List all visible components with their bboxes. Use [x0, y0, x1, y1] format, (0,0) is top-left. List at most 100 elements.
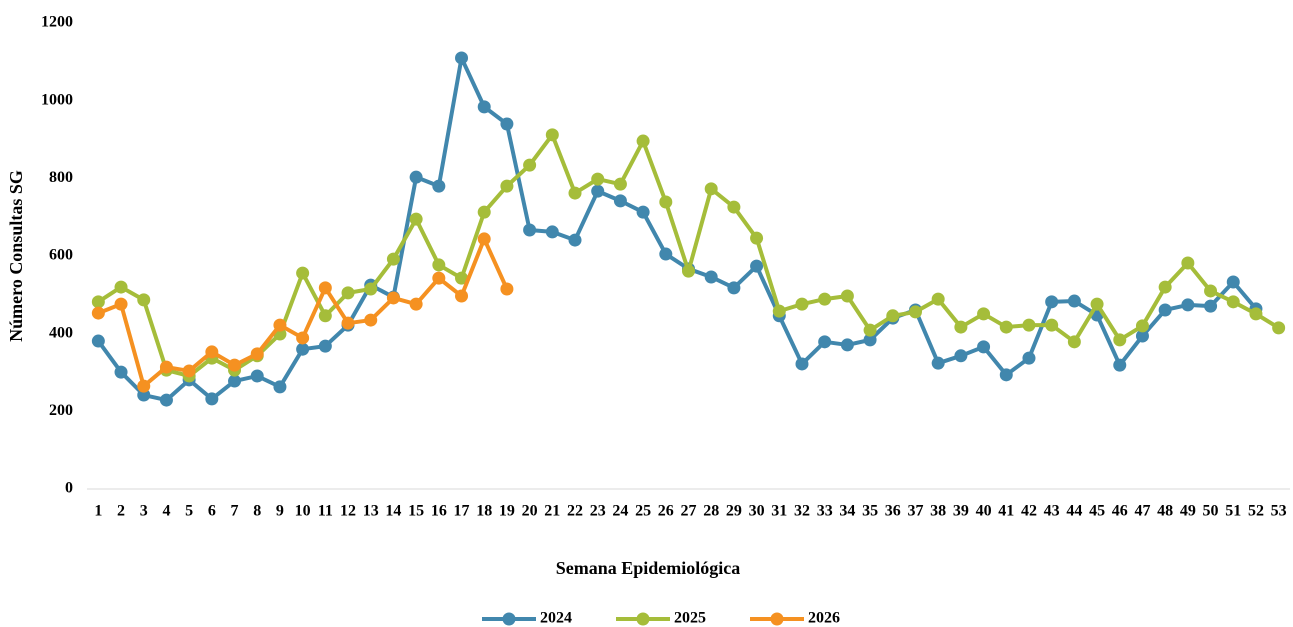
data-point — [114, 280, 128, 294]
y-tick-label: 1200 — [41, 14, 73, 31]
data-point — [659, 195, 673, 209]
data-point — [1045, 295, 1059, 309]
x-tick-label: 23 — [590, 503, 606, 520]
data-point — [704, 270, 718, 284]
x-tick-label: 2 — [117, 503, 125, 520]
x-tick-label: 7 — [231, 503, 239, 520]
data-point — [1158, 303, 1172, 317]
x-tick-label: 20 — [522, 503, 538, 520]
data-point — [1022, 351, 1036, 365]
data-point — [273, 380, 287, 394]
data-point — [477, 100, 491, 114]
y-tick-label: 1000 — [41, 91, 73, 108]
x-tick-label: 48 — [1157, 503, 1173, 520]
data-point — [455, 51, 469, 65]
legend-label: 2024 — [540, 610, 572, 627]
x-tick-label: 36 — [885, 503, 901, 520]
x-tick-label: 33 — [817, 503, 833, 520]
data-point — [114, 365, 128, 379]
x-tick-label: 30 — [749, 503, 765, 520]
data-point — [1022, 318, 1036, 332]
data-point — [636, 205, 650, 219]
data-point — [1272, 321, 1286, 335]
x-tick-label: 26 — [658, 503, 674, 520]
data-point — [455, 289, 469, 303]
data-point — [477, 232, 491, 246]
data-point — [659, 247, 673, 261]
series-line — [97, 236, 509, 389]
x-tick-label: 11 — [318, 503, 333, 520]
data-point — [636, 134, 650, 148]
y-tick-label: 200 — [49, 402, 73, 419]
data-point — [772, 304, 786, 318]
data-point — [545, 128, 559, 142]
data-point — [205, 392, 219, 406]
data-point — [568, 186, 582, 200]
x-tick-label: 10 — [295, 503, 311, 520]
data-point — [591, 172, 605, 186]
x-tick-label: 47 — [1134, 503, 1150, 520]
data-point — [182, 364, 196, 378]
data-point — [840, 338, 854, 352]
x-tick-label: 25 — [635, 503, 651, 520]
data-point — [432, 179, 446, 193]
data-point — [1204, 284, 1218, 298]
x-tick-label: 35 — [862, 503, 878, 520]
data-point — [137, 388, 151, 402]
data-point — [386, 291, 400, 305]
data-point — [545, 225, 559, 239]
legend-label: 2026 — [808, 610, 840, 627]
data-point — [999, 368, 1013, 382]
x-tick-label: 39 — [953, 503, 969, 520]
x-tick-label: 32 — [794, 503, 810, 520]
x-tick-label: 27 — [681, 503, 697, 520]
series-line — [97, 132, 1280, 378]
data-point — [228, 374, 242, 388]
data-point — [1135, 319, 1149, 333]
data-point — [409, 170, 423, 184]
data-point — [318, 309, 332, 323]
data-point — [273, 318, 287, 332]
data-point — [977, 340, 991, 354]
data-point — [977, 307, 991, 321]
data-point — [364, 282, 378, 296]
data-point — [432, 258, 446, 272]
data-point — [1113, 333, 1127, 347]
data-point — [341, 286, 355, 300]
x-axis-title: Semana Epidemiológica — [556, 558, 741, 578]
data-point — [1090, 297, 1104, 311]
x-tick-label: 31 — [771, 503, 787, 520]
data-point — [477, 205, 491, 219]
data-point — [886, 309, 900, 323]
data-point — [296, 266, 310, 280]
data-point — [613, 194, 627, 208]
data-point — [1067, 335, 1081, 349]
x-tick-label: 12 — [340, 503, 356, 520]
x-tick-label: 42 — [1021, 503, 1037, 520]
data-point — [500, 282, 514, 296]
data-point — [818, 292, 832, 306]
y-tick-label: 600 — [49, 247, 73, 264]
data-point — [1249, 307, 1263, 321]
data-point — [296, 342, 310, 356]
x-tick-label: 14 — [385, 503, 401, 520]
x-tick-label: 13 — [363, 503, 379, 520]
data-point — [704, 182, 718, 196]
data-point — [682, 264, 695, 278]
data-point — [931, 356, 945, 370]
x-tick-label: 52 — [1248, 503, 1264, 520]
data-point — [159, 393, 173, 407]
data-point — [750, 259, 764, 273]
legend-marker — [636, 612, 650, 626]
x-tick-label: 8 — [253, 503, 261, 520]
data-point — [250, 369, 264, 383]
data-point — [91, 306, 105, 320]
x-tick-label: 43 — [1044, 503, 1060, 520]
data-point — [591, 184, 605, 198]
data-point — [1158, 280, 1172, 294]
x-tick-label: 40 — [976, 503, 992, 520]
data-point — [1067, 294, 1081, 308]
x-tick-label: 19 — [499, 503, 515, 520]
